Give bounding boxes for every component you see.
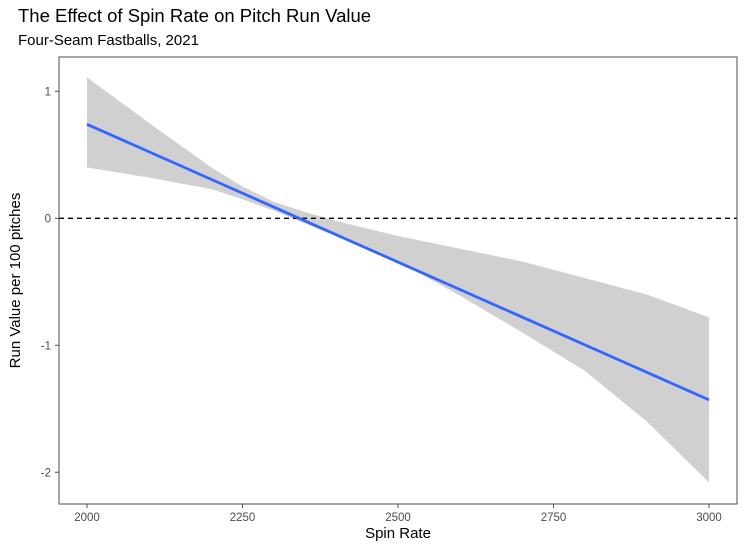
x-tick-label: 2500 <box>385 512 411 524</box>
x-tick-label: 3000 <box>696 512 722 524</box>
chart-subtitle: Four-Seam Fastballs, 2021 <box>18 32 199 49</box>
confidence-band <box>86 77 710 483</box>
series-line-layer <box>86 123 710 402</box>
x-axis-title: Spin Rate <box>365 525 431 542</box>
x-tick-label: 2000 <box>74 512 100 524</box>
x-tick-label: 2750 <box>541 512 567 524</box>
axis-layer: 2000 2250 2500 2750 3000 -2 -1 0 1 <box>41 56 738 524</box>
y-axis-title: Run Value per 100 pitches <box>7 193 24 369</box>
y-tick-label: -2 <box>41 467 51 479</box>
regression-line <box>86 123 710 402</box>
panel-border <box>58 56 738 505</box>
y-tick-label: 0 <box>45 213 51 225</box>
y-tick-label: 1 <box>45 86 51 98</box>
confidence-band-layer <box>86 77 710 483</box>
chart-title: The Effect of Spin Rate on Pitch Run Val… <box>18 5 372 26</box>
x-tick-label: 2250 <box>230 512 256 524</box>
y-tick-label: -1 <box>41 340 51 352</box>
